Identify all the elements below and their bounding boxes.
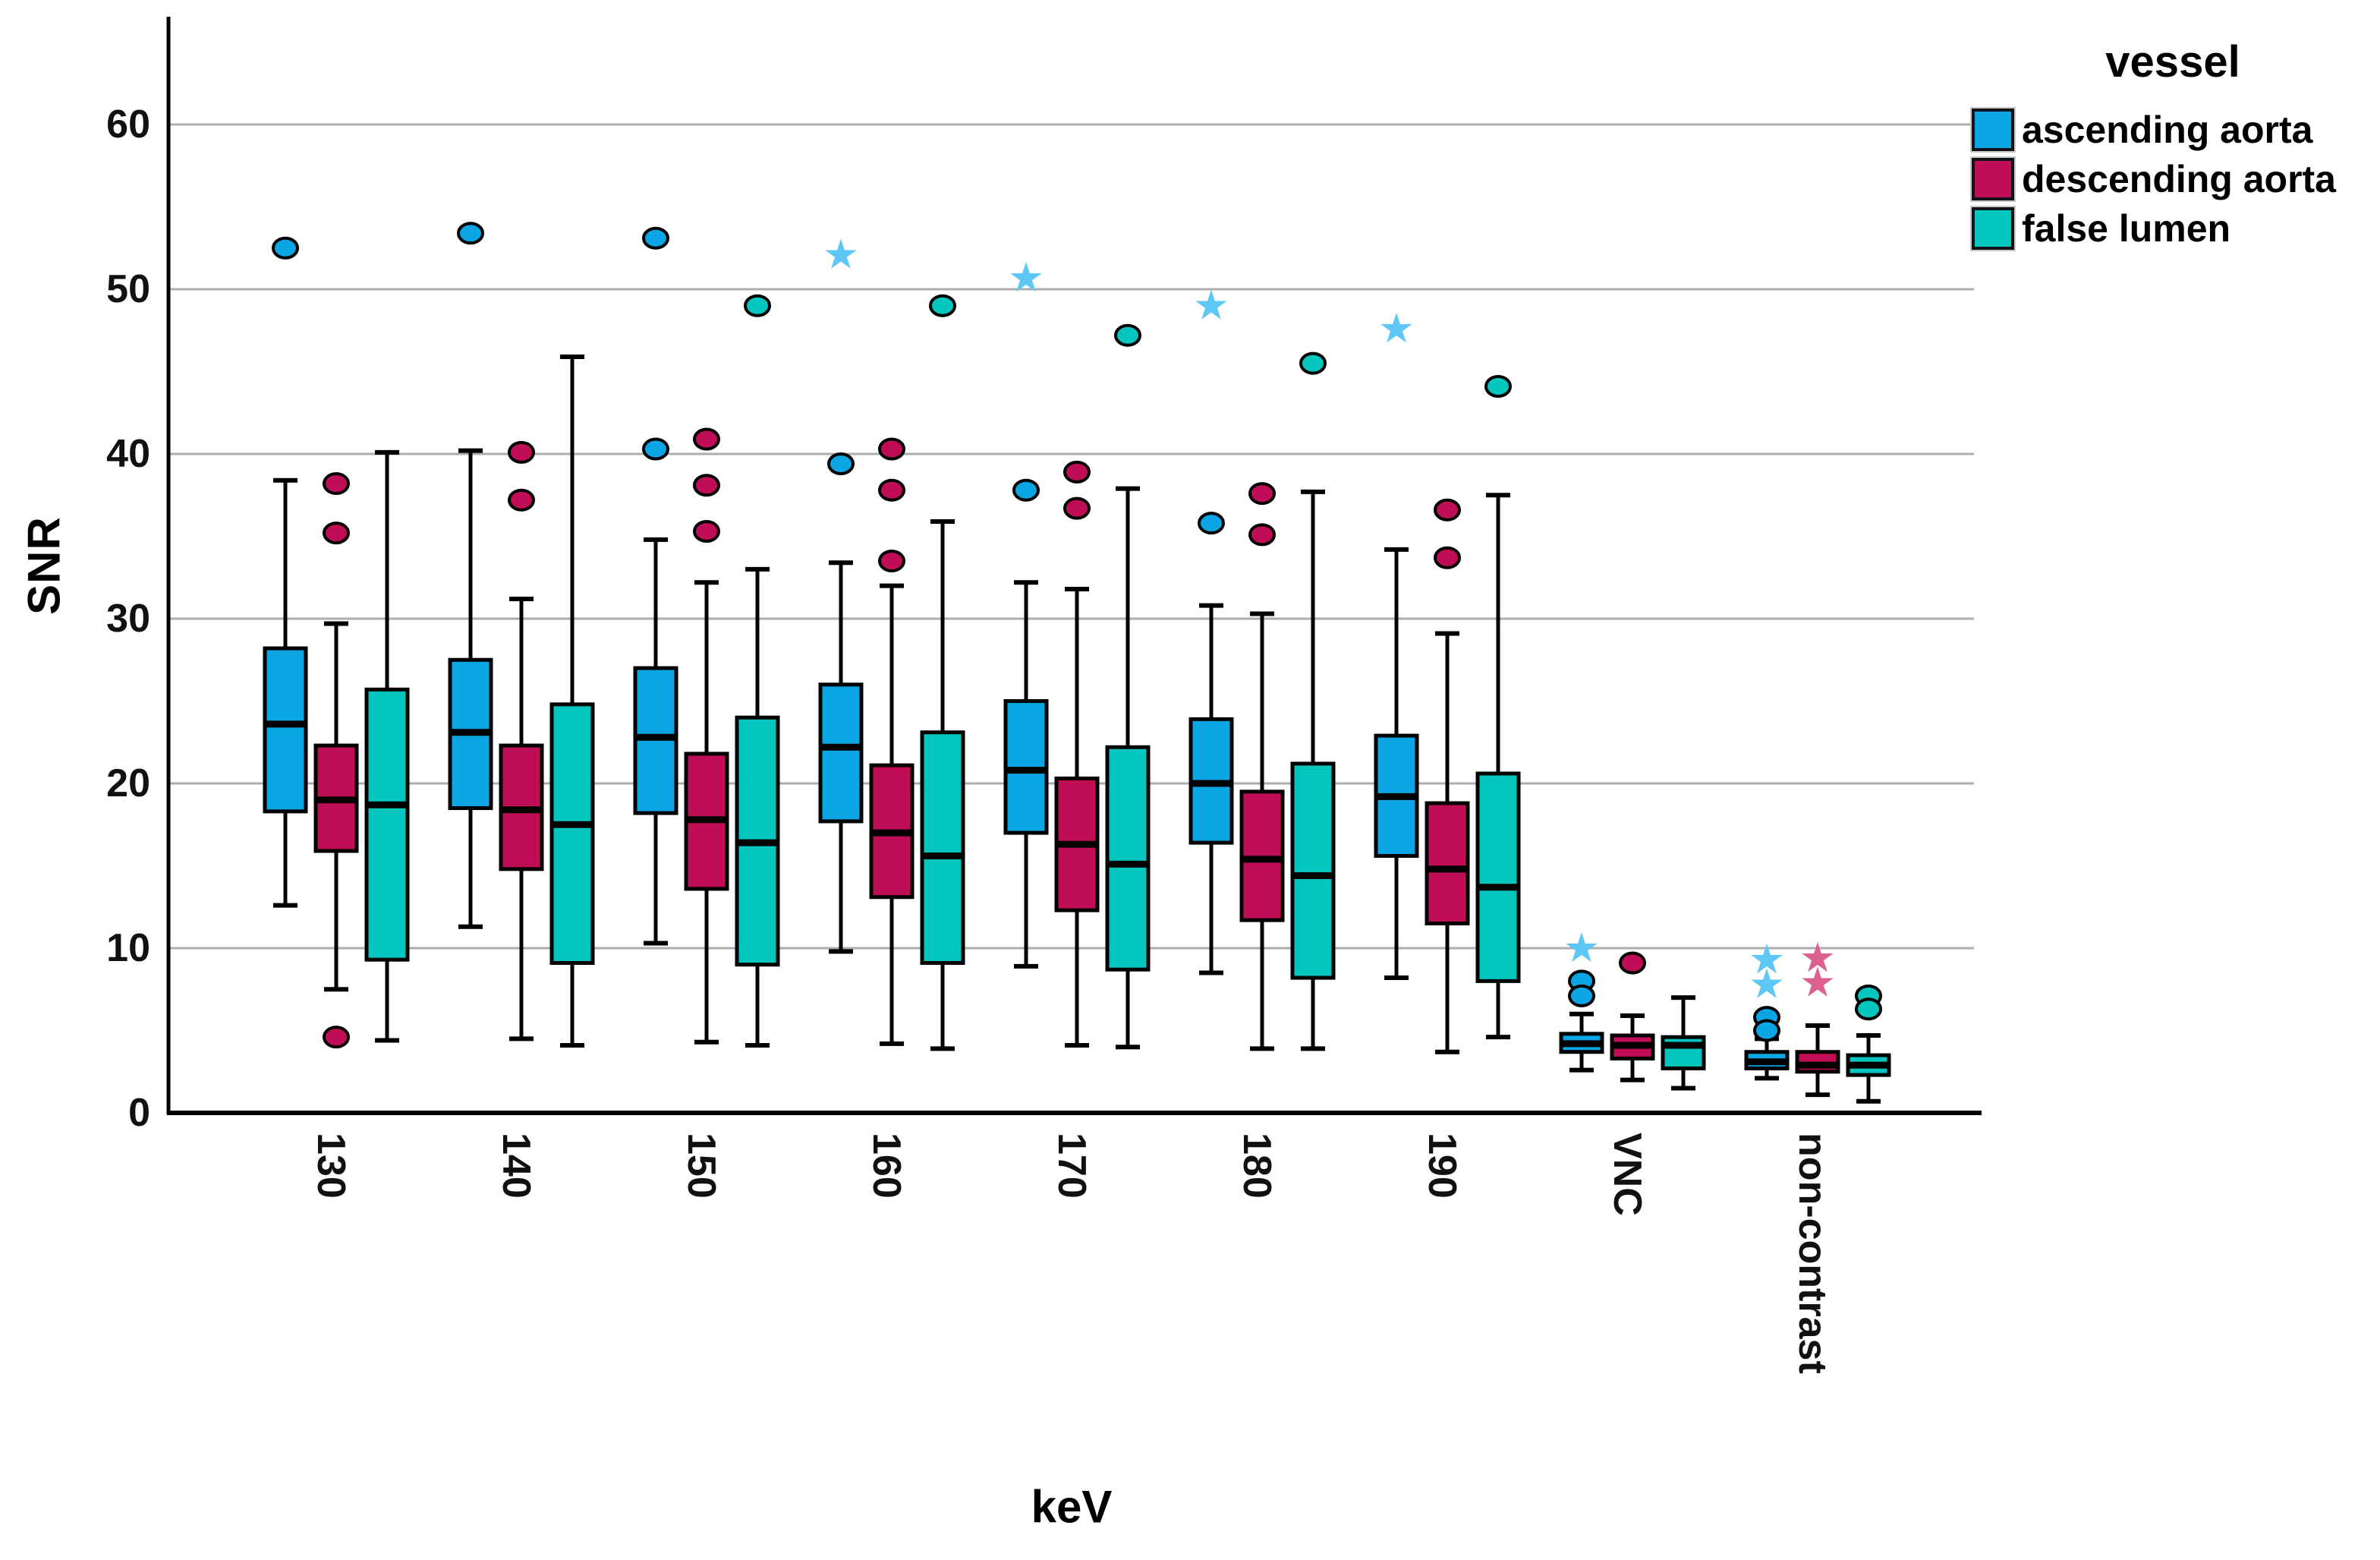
outlier-circle [693, 474, 720, 497]
extreme-star: ★ [1749, 960, 1785, 1008]
extreme-star: ★ [1799, 934, 1836, 982]
extreme-star: ★ [1378, 304, 1415, 352]
legend-item-descending-aorta: descending aorta [1972, 158, 2374, 200]
box-false-lumen-130 [364, 687, 410, 962]
outlier-circle [1114, 323, 1141, 347]
outlier-circle [457, 222, 484, 245]
box-descending-aorta-190 [1425, 801, 1470, 925]
box-false-lumen-180 [1290, 761, 1336, 980]
extreme-star: ★ [1193, 282, 1229, 329]
box-false-lumen-170 [1105, 745, 1151, 972]
outlier-circle [642, 437, 669, 461]
legend-item-label: descending aorta [2022, 158, 2336, 200]
box-ascending-aorta-160 [818, 682, 864, 824]
y-tick-label: 30 [106, 597, 150, 641]
outlier-circle [1619, 951, 1646, 975]
outlier-circle [1248, 523, 1276, 547]
outlier-circle [642, 226, 669, 250]
legend-item-ascending-aorta: ascending aorta [1972, 109, 2374, 151]
x-tick-label-170: 170 [1050, 1133, 1094, 1199]
x-tick-label-140: 140 [494, 1133, 538, 1199]
legend-swatch-icon [1972, 109, 2014, 151]
outlier-circle [693, 519, 720, 543]
outlier-circle [1434, 546, 1461, 569]
x-tick-label-VNC: VNC [1605, 1133, 1649, 1216]
outlier-circle [1063, 496, 1091, 520]
x-tick-label-160: 160 [864, 1133, 908, 1199]
y-tick-label: 60 [106, 102, 150, 147]
x-axis-title: keV [1031, 1481, 1113, 1533]
box-false-lumen-190 [1475, 771, 1521, 983]
outlier-circle [878, 437, 905, 461]
extreme-star: ★ [1563, 924, 1600, 972]
outlier-circle [744, 294, 771, 317]
legend: vessel ascending aorta descending aorta fa… [1972, 36, 2374, 257]
box-ascending-aorta-130 [263, 646, 308, 814]
outlier-circle [827, 452, 855, 476]
extreme-star: ★ [1749, 935, 1785, 983]
x-tick-label-190: 190 [1420, 1133, 1464, 1199]
outlier-circle [272, 236, 299, 260]
legend-swatch-icon [1972, 207, 2014, 250]
outlier-circle [323, 522, 350, 545]
outlier-circle [693, 427, 720, 451]
legend-items: ascending aorta descending aorta false lum… [1972, 109, 2374, 250]
extreme-star: ★ [1008, 254, 1044, 301]
x-tick-label-non-contrast: non-contrast [1790, 1133, 1834, 1374]
legend-title: vessel [2105, 37, 2240, 87]
y-tick-label: 10 [106, 926, 150, 970]
extreme-star: ★ [1799, 959, 1836, 1007]
outlier-circle [1299, 351, 1327, 375]
y-tick-label: 0 [128, 1091, 150, 1135]
outlier-circle [1855, 997, 1882, 1021]
box-false-lumen-140 [549, 702, 595, 966]
x-tick-label-180: 180 [1235, 1133, 1279, 1199]
outlier-circle [508, 440, 535, 464]
legend-swatch-icon [1972, 158, 2014, 200]
outlier-circle [1198, 512, 1225, 535]
legend-item-label: false lumen [2022, 207, 2231, 250]
x-tick-label-130: 130 [309, 1133, 353, 1199]
outlier-circle [508, 488, 535, 512]
outlier-circle [323, 472, 350, 496]
outlier-circle [1753, 1019, 1780, 1042]
legend-item-label: ascending aorta [2022, 109, 2313, 151]
outlier-circle [878, 478, 905, 502]
outlier-circle [1434, 498, 1461, 522]
extreme-star: ★ [823, 230, 859, 278]
outlier-circle [1063, 460, 1091, 484]
legend-item-false-lumen: false lumen [1972, 207, 2374, 250]
outlier-circle [878, 550, 905, 573]
outlier-circle [323, 1026, 350, 1049]
y-tick-label: 20 [106, 761, 150, 805]
x-tick-label-150: 150 [679, 1133, 723, 1199]
box-false-lumen-VNC [1661, 1035, 1706, 1070]
outlier-circle [1248, 482, 1276, 506]
box-false-lumen-160 [920, 730, 965, 966]
outlier-circle [929, 294, 956, 317]
y-tick-label: 40 [106, 432, 150, 476]
outlier-circle [1012, 478, 1040, 502]
outlier-circle [1484, 375, 1512, 399]
y-tick-label: 50 [106, 267, 150, 311]
outlier-circle [1568, 984, 1595, 1007]
